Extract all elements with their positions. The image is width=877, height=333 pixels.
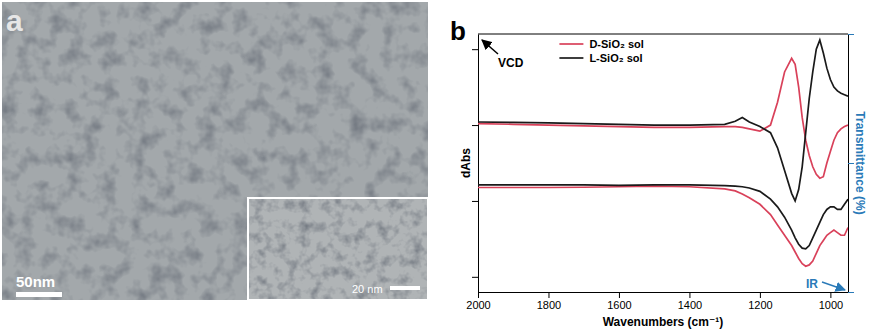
tick-mark [478,292,479,298]
annotation: IR [806,277,818,291]
panel-label: a [6,4,23,37]
series-line [478,40,848,201]
tick-mark [760,292,761,298]
scale-bar-label: 50nm [16,273,55,290]
tick-mark [472,201,478,202]
axis-line [478,35,479,293]
tick-mark [472,49,478,50]
y-axis-title: dAbs [459,148,473,178]
micrograph [2,2,428,300]
series-line [478,58,848,178]
tick-mark [619,292,620,298]
tick: 1600 [607,292,631,311]
annotation: VCD [498,56,524,70]
x-axis-title: Wavenumbers (cm⁻¹) [603,315,724,329]
series-line [478,185,848,249]
tick: 2000 [466,292,490,311]
inset [248,198,428,300]
tick-mark [548,292,549,298]
y2-axis-title: Transmittance (%) [853,111,867,214]
tick-mark [848,292,854,293]
panel-b: 2000 1800 1600 1400 1200 1000 D-SiO₂ sol L-SiO₂… [450,16,867,329]
tick [848,292,854,293]
plot-frame [478,34,848,35]
series-line [478,186,848,266]
inset-scale-bar-label: 20 nm [352,283,383,295]
legend-swatch [559,43,583,45]
tick-mark [472,277,478,278]
legend-swatch [559,57,583,59]
inset-scale-bar [390,286,420,290]
tick-label: 1200 [748,299,772,311]
tick-label: 1600 [607,299,631,311]
tick: 1400 [678,292,702,311]
tick: 1200 [748,292,772,311]
tick-label: 2000 [466,299,490,311]
panel-label: b [450,16,466,46]
x-axis: 2000 1800 1600 1400 1200 1000 [466,292,848,311]
panel-a: a 50nm 20 nm [2,2,428,300]
tick-mark [689,292,690,298]
figure: a 50nm 20 nm 2000 1800 1600 1400 1200 1000 D-SiO₂… [0,0,877,333]
tick-mark [848,34,854,35]
legend-label: L-SiO₂ sol [589,52,642,64]
tick-label: 1000 [819,299,843,311]
annotation-arrow [482,40,498,54]
inset-texture [249,199,427,299]
tick [472,277,478,278]
tick [472,49,478,50]
scale-bar [16,292,62,297]
tick: 1800 [537,292,561,311]
tick-mark [830,292,831,298]
tick [472,201,478,202]
tick-label: 1400 [678,299,702,311]
micrograph-texture [2,2,428,300]
annotation-arrow [822,282,845,290]
tick-mark [472,125,478,126]
legend: D-SiO₂ sol L-SiO₂ sol [559,38,643,64]
tick: 1000 [819,292,843,311]
tick [848,34,854,35]
axis-line [479,292,849,293]
legend-label: D-SiO₂ sol [589,38,643,50]
series-group [478,40,848,266]
tick [472,125,478,126]
tick-label: 1800 [537,299,561,311]
